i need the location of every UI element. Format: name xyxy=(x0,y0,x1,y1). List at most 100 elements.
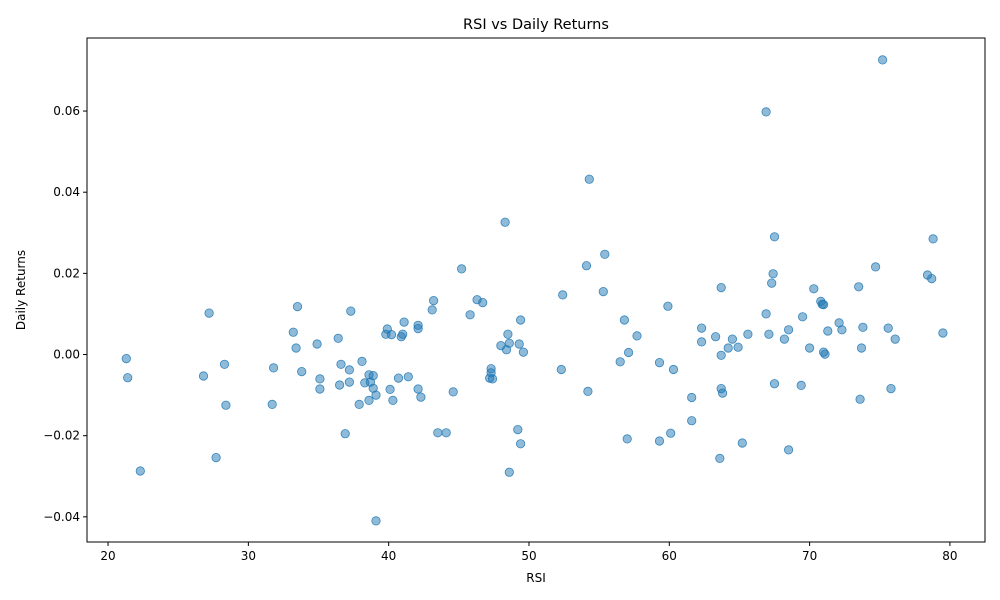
data-point xyxy=(928,234,938,244)
data-point xyxy=(297,366,307,377)
data-point xyxy=(465,310,475,320)
data-point xyxy=(336,359,346,369)
data-point xyxy=(315,374,325,384)
x-tick-label: 20 xyxy=(100,549,115,563)
data-point xyxy=(221,400,231,410)
data-point xyxy=(123,373,133,383)
data-point xyxy=(696,323,707,333)
data-point xyxy=(890,334,900,344)
data-point xyxy=(364,395,374,405)
x-tick-label: 70 xyxy=(802,549,817,563)
y-axis-label: Daily Returns xyxy=(14,250,28,330)
x-axis-label: RSI xyxy=(526,571,546,585)
x-tick-label: 40 xyxy=(381,549,396,563)
data-point xyxy=(368,370,378,381)
data-point xyxy=(504,467,514,477)
y-tick-label: 0.04 xyxy=(53,185,80,199)
data-point xyxy=(448,387,458,397)
data-point xyxy=(737,438,747,448)
data-point xyxy=(413,384,423,394)
data-point xyxy=(346,306,356,316)
data-point xyxy=(487,374,498,384)
data-point xyxy=(743,329,753,339)
data-point xyxy=(761,309,771,319)
data-point xyxy=(818,299,829,310)
axes-frame xyxy=(86,37,986,543)
data-point xyxy=(600,249,610,259)
data-point xyxy=(204,308,214,318)
data-point xyxy=(716,350,726,360)
data-point xyxy=(441,428,451,438)
data-point xyxy=(403,372,413,382)
data-point xyxy=(769,232,780,242)
data-point xyxy=(783,325,794,335)
data-point xyxy=(823,326,833,336)
chart-title: RSI vs Daily Returns xyxy=(463,17,609,33)
data-point xyxy=(779,334,790,344)
y-tick-label: −0.02 xyxy=(43,429,80,443)
data-point xyxy=(723,343,733,353)
data-point xyxy=(886,383,896,394)
data-point xyxy=(837,325,847,335)
data-point xyxy=(513,424,523,435)
data-point xyxy=(797,312,808,322)
y-tick-label: −0.04 xyxy=(43,510,80,524)
data-point xyxy=(121,353,131,364)
data-point xyxy=(764,329,774,339)
data-point xyxy=(393,373,404,383)
data-point xyxy=(388,395,398,405)
data-point xyxy=(796,380,806,390)
data-point xyxy=(598,286,608,297)
data-point xyxy=(312,339,322,349)
data-point xyxy=(427,305,437,315)
points-layer xyxy=(121,55,948,526)
data-point xyxy=(619,315,630,325)
data-point xyxy=(398,329,408,339)
x-tick-label: 80 xyxy=(942,549,957,563)
data-point xyxy=(581,261,592,271)
y-axis-ticks: −0.04 −0.02 0.00 0.02 0.04 0.06 xyxy=(43,104,87,524)
data-point xyxy=(877,55,888,65)
data-point xyxy=(622,434,632,444)
data-point xyxy=(371,390,381,400)
data-point xyxy=(668,364,679,375)
data-point xyxy=(854,282,864,292)
data-point xyxy=(340,429,350,439)
data-point xyxy=(292,301,303,312)
data-point xyxy=(428,295,439,306)
data-point xyxy=(515,439,526,449)
data-point xyxy=(433,428,443,438)
data-point xyxy=(809,284,819,294)
x-tick-label: 30 xyxy=(241,549,256,563)
data-point xyxy=(556,364,566,375)
data-point xyxy=(344,377,354,387)
data-point xyxy=(357,356,367,366)
data-point xyxy=(927,273,937,284)
data-point xyxy=(654,357,665,368)
data-point xyxy=(354,399,364,409)
y-tick-label: 0.02 xyxy=(53,266,80,280)
data-point xyxy=(515,315,526,325)
data-point xyxy=(783,445,794,455)
data-point xyxy=(344,365,354,375)
data-point xyxy=(938,328,948,338)
data-point xyxy=(584,174,594,184)
data-point xyxy=(654,436,665,446)
data-point xyxy=(371,516,381,526)
data-point xyxy=(696,337,707,347)
data-point xyxy=(514,339,524,349)
data-point xyxy=(135,466,145,476)
y-tick-label: 0.00 xyxy=(53,348,80,362)
data-point xyxy=(219,359,230,369)
data-point xyxy=(211,452,221,463)
data-point xyxy=(504,338,514,348)
data-point xyxy=(558,290,568,300)
data-point xyxy=(715,453,725,463)
data-point xyxy=(710,332,721,342)
data-point xyxy=(386,329,397,340)
data-point xyxy=(632,331,642,341)
data-point xyxy=(413,323,423,334)
data-point xyxy=(334,380,345,390)
data-point xyxy=(503,329,513,339)
